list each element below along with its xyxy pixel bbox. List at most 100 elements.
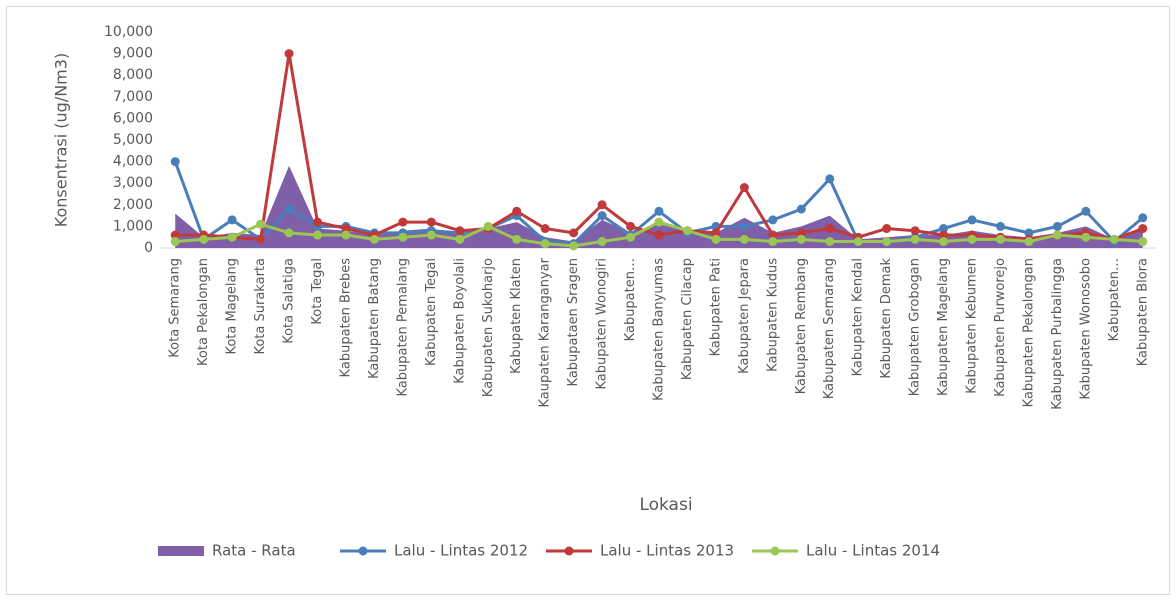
y-tick-label: 1,000	[113, 218, 153, 234]
legend-label: Rata - Rata	[212, 542, 296, 560]
marker	[711, 234, 721, 244]
y-tick-label: 8,000	[113, 67, 153, 83]
x-tick-label: Kabupaten Sukoharjo	[481, 258, 496, 397]
marker	[967, 215, 977, 225]
marker	[597, 200, 607, 210]
y-tick-label: 2,000	[113, 197, 153, 213]
x-tick-label: Kabupaten Purworejo	[993, 258, 1008, 397]
marker	[1138, 224, 1148, 234]
marker	[455, 226, 465, 236]
marker	[939, 224, 949, 234]
marker	[170, 237, 180, 247]
marker	[227, 215, 237, 225]
marker	[597, 237, 607, 247]
x-tick-label: Kota Surakarta	[253, 258, 268, 355]
x-tick-label: Kabupaten Kebumen	[965, 258, 980, 394]
marker	[939, 237, 949, 247]
y-tick-label: 4,000	[113, 154, 153, 170]
x-tick-label: Kabupaten Brebes	[338, 258, 353, 378]
x-tick-label: Kota Semarang	[168, 258, 183, 358]
marker	[341, 230, 351, 240]
x-tick-label: Kaupaten Karanganyar	[538, 257, 553, 407]
marker	[540, 239, 550, 249]
y-tick-label: 3,000	[113, 175, 153, 191]
marker	[1109, 234, 1119, 244]
x-tick-label: Kabupaten Pekalongan	[1021, 258, 1036, 407]
x-tick-label: Kabupaten Kudus	[765, 258, 780, 372]
x-tick-label: Kota Salatiga	[282, 258, 297, 344]
marker	[284, 204, 294, 214]
x-tick-label: Kabupaten Wonogiri	[595, 258, 610, 390]
x-tick-label: Kabupaten…	[1107, 258, 1122, 341]
legend-swatch	[158, 546, 204, 556]
marker	[597, 211, 607, 221]
y-axis-label: Konsentrasi (ug/Nm3)	[52, 53, 71, 227]
marker	[170, 230, 180, 240]
marker	[1081, 206, 1091, 216]
x-tick-label: Kabupaten Banyumas	[652, 258, 667, 401]
marker	[739, 183, 749, 193]
marker	[882, 224, 892, 234]
x-tick-label: Kabupaten Kendal	[851, 258, 866, 376]
x-tick-label: Kabupaten Wonosobo	[1078, 258, 1093, 400]
marker	[825, 237, 835, 247]
marker	[768, 230, 778, 240]
legend-marker	[770, 546, 780, 556]
marker	[483, 221, 493, 231]
x-tick-label: Kabupaten…	[623, 258, 638, 341]
y-tick-label: 7,000	[113, 89, 153, 105]
x-tick-label: Kota Tegal	[310, 258, 325, 325]
x-tick-label: Kota Pekalongan	[196, 258, 211, 366]
x-axis-label: Lokasi	[639, 495, 692, 515]
marker	[199, 234, 209, 244]
marker	[939, 230, 949, 240]
x-tick-label: Kabupaten Demak	[879, 258, 894, 379]
marker	[853, 237, 863, 247]
x-tick-label: Kabupaten Tegal	[424, 258, 439, 366]
x-tick-label: Kabupaten Boyolali	[452, 258, 467, 384]
x-tick-label: Kabupaten Klaten	[509, 258, 524, 374]
marker	[796, 234, 806, 244]
x-tick-label: Kota Magelang	[225, 258, 240, 355]
marker	[512, 234, 522, 244]
marker	[284, 228, 294, 238]
marker	[170, 157, 180, 167]
marker	[341, 224, 351, 234]
x-tick-label: Kabupaten Magelang	[936, 258, 951, 396]
marker	[682, 226, 692, 236]
marker	[626, 221, 636, 231]
marker	[654, 217, 664, 227]
marker	[654, 230, 664, 240]
x-tick-label: Kabupaten Batang	[367, 258, 382, 379]
marker	[1052, 221, 1062, 231]
marker	[711, 228, 721, 238]
marker	[654, 206, 664, 216]
marker	[825, 224, 835, 234]
y-tick-label: 0	[144, 240, 153, 256]
x-tick-label: Kabupaten Rembang	[794, 258, 809, 394]
marker	[626, 232, 636, 242]
x-tick-label: Kabupaten Pati	[708, 258, 723, 356]
marker	[796, 228, 806, 238]
y-tick-label: 5,000	[113, 132, 153, 148]
marker	[284, 49, 294, 59]
marker	[967, 234, 977, 244]
marker	[1024, 228, 1034, 238]
marker	[313, 230, 323, 240]
marker	[825, 174, 835, 184]
legend-label: Lalu - Lintas 2013	[600, 542, 734, 560]
marker	[739, 221, 749, 231]
legend-label: Lalu - Lintas 2014	[806, 542, 940, 560]
y-tick-label: 10,000	[104, 24, 153, 40]
marker	[910, 226, 920, 236]
marker	[995, 234, 1005, 244]
legend-label: Lalu - Lintas 2012	[394, 542, 528, 560]
marker	[369, 234, 379, 244]
marker	[313, 217, 323, 227]
marker	[256, 234, 266, 244]
legend-marker	[358, 546, 368, 556]
x-tick-label: Kabupaten Semarang	[822, 258, 837, 399]
marker	[256, 219, 266, 229]
marker	[1052, 230, 1062, 240]
